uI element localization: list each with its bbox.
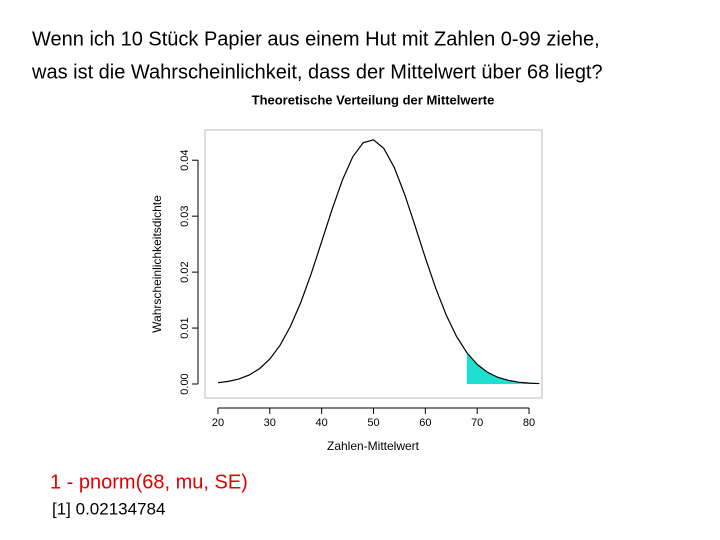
density-curve	[217, 139, 540, 385]
code: 1 - pnorm(68, mu, SE)	[50, 471, 248, 493]
y-axis-label: Wahrscheinlichkeitsdichte	[150, 195, 164, 333]
plot-frame	[204, 129, 543, 399]
x-tick-label: 40	[316, 417, 328, 429]
x-tick-label: 20	[212, 417, 224, 429]
y-tick-label: 0.01	[179, 317, 191, 338]
x-axis-label: Zahlen-Mittelwert	[327, 439, 420, 453]
output: [1] 0.02134784	[52, 499, 165, 518]
x-tick-label: 30	[264, 417, 276, 429]
heading-line: Wenn ich 10 Stück Papier aus einem Hut m…	[32, 28, 600, 50]
y-tick-label: 0.03	[179, 205, 191, 226]
x-tick-label: 50	[367, 417, 379, 429]
x-tick-label: 80	[523, 417, 535, 429]
y-tick-label: 0.00	[179, 373, 191, 394]
chart-title: Theoretische Verteilung der Mittelwerte	[252, 92, 495, 107]
x-tick-label: 60	[419, 417, 431, 429]
y-tick-label: 0.02	[179, 261, 191, 282]
y-tick-label: 0.04	[179, 150, 191, 171]
x-tick-label: 70	[471, 417, 483, 429]
heading-line: was ist die Wahrscheinlichkeit, dass der…	[31, 61, 603, 83]
shaded-area	[466, 352, 540, 385]
